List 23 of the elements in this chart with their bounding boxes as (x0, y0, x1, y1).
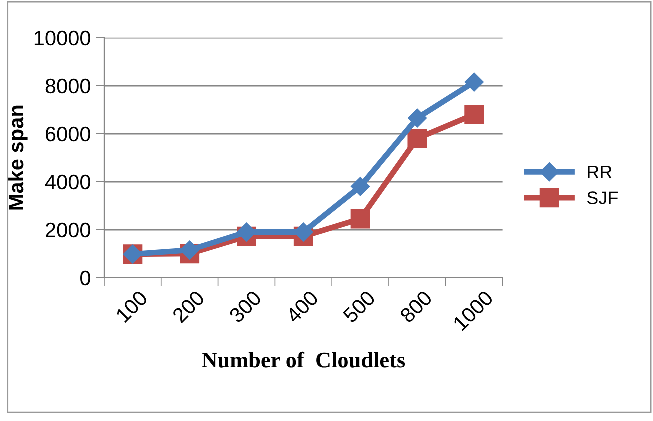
legend-label: RR (588, 166, 612, 178)
y-tick-label: 6000 (46, 126, 90, 142)
x-axis-title: Number of Cloudlets (202, 352, 406, 368)
x-tick-label: 300 (228, 290, 262, 324)
y-axis-title: Make span (8, 106, 28, 210)
point (464, 72, 484, 92)
point (351, 177, 370, 196)
point (464, 104, 484, 124)
legend-label: SJF (587, 192, 618, 204)
x-tick-label: 100 (115, 290, 149, 324)
x-tick-label: 400 (285, 290, 320, 324)
y-tick-label: 8000 (46, 78, 90, 94)
x-tick-label: 200 (172, 290, 206, 324)
y-tick-label: 4000 (45, 174, 90, 190)
point (350, 209, 370, 229)
x-tick-label: 800 (399, 290, 434, 324)
y-tick-label: 2000 (46, 222, 90, 238)
point (408, 108, 427, 128)
y-tick-label: 0 (80, 270, 90, 286)
point (180, 240, 200, 260)
y-tick-label: 10000 (34, 30, 90, 46)
point (408, 128, 428, 148)
x-tick-label: 500 (342, 290, 376, 324)
